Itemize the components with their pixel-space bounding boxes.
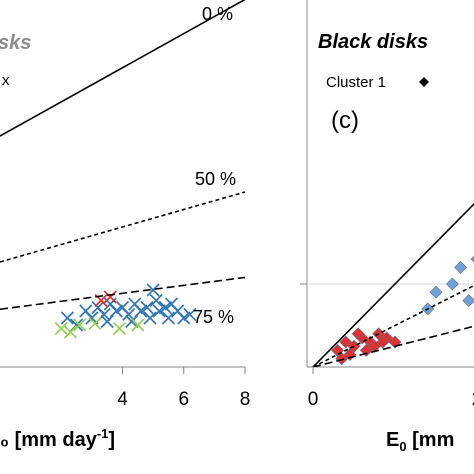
right-legend-item: Cluster 1 bbox=[326, 74, 386, 91]
right-point-s0-13 bbox=[335, 352, 349, 366]
left-point-s0-13 bbox=[152, 304, 166, 318]
left-point-s0-12 bbox=[149, 293, 163, 308]
right-point-s1-2 bbox=[462, 294, 474, 308]
right-ref-line-0 bbox=[312, 202, 474, 367]
right-x-tick-label-1: 2 bbox=[472, 389, 474, 410]
left-ref-line-0 bbox=[0, 0, 245, 137]
right-panel: Black disks Cluster 1 (c) 02 E0 [mm bbox=[300, 0, 474, 454]
left-point-s0-20 bbox=[100, 314, 114, 329]
left-x-tick-label-0: 4 bbox=[117, 389, 128, 410]
left-ref-line-1 bbox=[0, 191, 245, 263]
right-point-s1-17 bbox=[454, 260, 468, 274]
left-x-tick-label-2: 8 bbox=[240, 389, 251, 410]
right-point-s1-1 bbox=[445, 277, 459, 291]
left-x-axis-label: ₀ [mm day-1] bbox=[0, 426, 115, 451]
right-legend: Black disks Cluster 1 bbox=[318, 31, 429, 91]
left-point-s0-5 bbox=[109, 304, 123, 318]
left-point-s0-7 bbox=[122, 307, 136, 322]
left-point-s2-1 bbox=[73, 318, 87, 332]
left-legend: sks x bbox=[0, 32, 31, 89]
left-point-s2-3 bbox=[112, 321, 127, 336]
ref-line-label-75: 75 % bbox=[193, 307, 234, 327]
left-panel: sks x 0 % 50 % 75 % 4 6 8 ₀ [mm day-1] bbox=[0, 0, 250, 451]
left-point-s2-4 bbox=[131, 318, 145, 332]
right-point-s0-8 bbox=[351, 327, 365, 341]
left-point-s0-19 bbox=[143, 311, 157, 325]
right-legend-title: Black disks bbox=[318, 31, 428, 53]
right-point-s1-12 bbox=[470, 255, 474, 263]
left-point-s2-0 bbox=[54, 321, 68, 336]
right-data-points bbox=[331, 255, 474, 366]
right-x-ticks: 02 bbox=[308, 367, 474, 410]
left-point-s0-11 bbox=[146, 283, 160, 297]
right-reference-lines bbox=[312, 202, 474, 367]
left-point-s0-24 bbox=[60, 311, 74, 325]
left-point-s1-0 bbox=[103, 290, 117, 304]
left-point-s0-17 bbox=[177, 311, 191, 325]
left-ref-line-2 bbox=[0, 276, 245, 311]
left-point-s2-5 bbox=[63, 325, 78, 339]
left-point-s0-10 bbox=[140, 300, 154, 315]
left-point-s0-9 bbox=[134, 304, 148, 318]
right-point-s0-11 bbox=[359, 343, 373, 357]
left-point-s0-18 bbox=[183, 307, 197, 322]
left-legend-title: sks bbox=[0, 32, 31, 54]
left-point-s2-2 bbox=[88, 317, 102, 331]
ref-line-label-0: 0 % bbox=[202, 4, 233, 24]
right-x-tick-label-0: 0 bbox=[308, 389, 319, 410]
left-x-ticks: 4 6 8 bbox=[117, 367, 250, 410]
right-point-s0-12 bbox=[376, 335, 390, 349]
left-x-tick-label-1: 6 bbox=[178, 389, 189, 410]
diamond-marker-icon bbox=[419, 77, 429, 87]
right-point-s1-0 bbox=[429, 285, 443, 299]
left-legend-marker: x bbox=[2, 72, 10, 89]
left-point-s0-23 bbox=[161, 311, 176, 325]
right-x-axis-label: E0 [mm bbox=[386, 429, 454, 454]
left-reference-lines bbox=[0, 0, 245, 311]
left-point-s0-14 bbox=[158, 300, 172, 315]
panel-label: (c) bbox=[331, 107, 359, 134]
ref-line-label-50: 50 % bbox=[195, 169, 236, 189]
left-point-s0-22 bbox=[125, 314, 139, 329]
left-data-points bbox=[54, 283, 197, 339]
